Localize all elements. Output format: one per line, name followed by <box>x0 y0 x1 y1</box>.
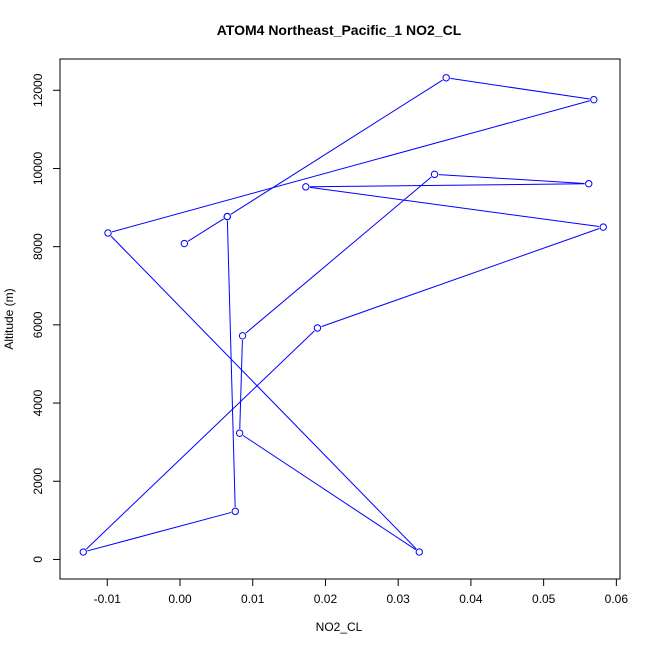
series-line-segment <box>309 186 600 228</box>
y-tick-label: 6000 <box>31 311 45 338</box>
y-axis-label: Altitude (m) <box>2 288 16 349</box>
y-tick-label: 0 <box>31 556 45 563</box>
series-line-segment <box>226 220 236 508</box>
y-tick-label: 8000 <box>31 233 45 260</box>
data-point-marker <box>599 223 607 231</box>
y-tick-label: 4000 <box>31 389 45 416</box>
x-tick-label: -0.01 <box>94 592 122 606</box>
data-point-marker <box>313 324 322 332</box>
series-line-segment <box>438 174 585 184</box>
series-line-segment <box>310 183 585 188</box>
data-point-marker <box>79 548 87 556</box>
data-point-marker <box>180 239 189 248</box>
series-line-segment <box>450 77 590 100</box>
series-line-segment <box>242 435 417 551</box>
data-point-marker <box>590 95 598 104</box>
y-tick-label: 12000 <box>31 73 45 107</box>
data-point-marker <box>235 429 244 437</box>
data-point-marker <box>442 74 450 82</box>
plot-area-frame <box>59 58 621 580</box>
y-tick-label: 2000 <box>31 468 45 495</box>
y-axis: 0 2000 4000 6000 8000 10000 12000 <box>31 73 60 563</box>
data-point-marker <box>223 212 231 221</box>
data-point-marker <box>430 170 439 179</box>
y-tick-label: 10000 <box>31 151 45 185</box>
data-point-marker <box>415 548 423 556</box>
x-tick-label: 0.00 <box>168 592 192 606</box>
x-tick-label: 0.04 <box>459 592 483 606</box>
data-point-marker <box>585 180 593 188</box>
series-line-segment <box>245 176 432 334</box>
series-line-segment <box>110 235 417 550</box>
data-series-layer <box>79 74 607 556</box>
x-axis: -0.01 0.00 0.01 0.02 0.03 0.04 0.05 0.06 <box>94 579 629 606</box>
x-tick-label: 0.06 <box>605 592 629 606</box>
x-tick-label: 0.02 <box>314 592 338 606</box>
chart-title: ATOM4 Northeast_Pacific_1 NO2_CL <box>217 22 462 38</box>
series-line-segment <box>111 100 590 233</box>
data-point-marker <box>302 183 310 191</box>
x-tick-label: 0.05 <box>532 592 556 606</box>
series-line-segment <box>239 339 243 429</box>
x-tick-label: 0.01 <box>241 592 265 606</box>
data-point-marker <box>104 229 112 237</box>
series-line-segment <box>85 330 315 550</box>
x-axis-label: NO2_CL <box>316 620 363 634</box>
series-line-segment <box>87 511 232 552</box>
data-point-marker <box>238 332 247 340</box>
x-tick-label: 0.03 <box>387 592 411 606</box>
series-line-segment <box>230 79 443 215</box>
series-line-segment <box>187 218 224 242</box>
data-point-marker <box>231 507 239 516</box>
series-line-segment <box>321 228 600 328</box>
